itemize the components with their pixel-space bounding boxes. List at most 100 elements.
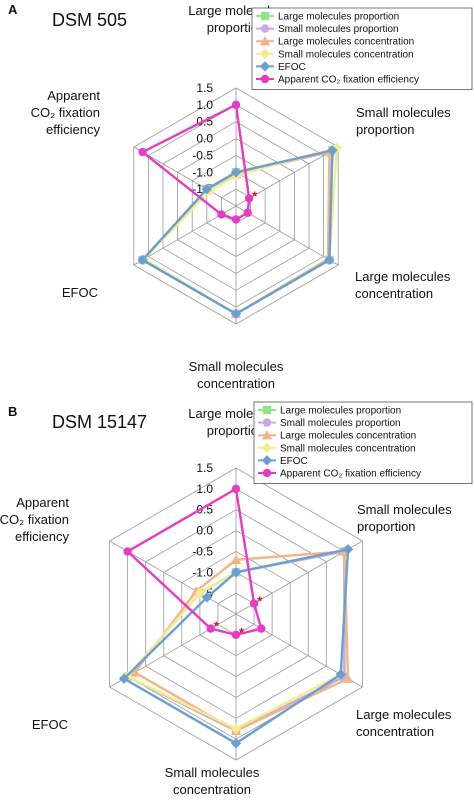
radar-panel-b: -1.5-1.0-0.50.00.51.01.5***Large molecul… [0,401,473,797]
legend-item: Large molecules proportion [256,12,399,23]
legend-item: EFOC [256,61,306,73]
series-5 [138,100,254,224]
axis-label: Apparent CO₂ fixation efficiency [31,88,101,137]
tick-label: 0.0 [196,524,213,538]
tick-label: 1.0 [196,482,213,496]
axis-label: Large molecules concentration [355,269,451,301]
data-point [230,554,242,564]
tick-label: -0.5 [192,148,213,162]
data-point [324,254,335,266]
axis-spoke [133,146,237,207]
legend-label: EFOC [280,456,308,467]
series-line [126,487,263,637]
legend-swatch-marker [262,468,272,478]
data-point [138,147,147,157]
radar-grid [109,467,363,761]
data-point [243,208,252,217]
tick-label: 0.5 [196,503,213,517]
data-point [231,100,241,110]
axis-label: Small molecules proportion [357,502,452,534]
legend-box [251,7,473,90]
data-point [194,587,206,599]
legend-label: Large molecules proportion [278,12,399,23]
legend-item: Large molecules concentration [256,36,414,48]
legend-label: Large molecules concentration [278,37,414,48]
series-4 [118,544,354,749]
legend-item: Small molecules proportion [258,418,401,429]
legend-label: Apparent CO₂ fixation efficiency [280,469,421,480]
tick-label: 1.5 [196,461,213,475]
legend-label: Small molecules concentration [280,443,416,454]
data-point [231,215,241,224]
data-point [230,167,242,178]
legend-swatch-marker [259,36,271,46]
legend-item: EFOC [258,455,308,467]
legend-swatch-marker [261,455,273,466]
legend-item: Small molecules concentration [258,442,416,454]
legend-item: Large molecules concentration [258,430,416,442]
data-point [244,194,254,203]
data-point [230,308,242,320]
legend-item: Small molecules concentration [256,48,414,60]
data-point [230,738,242,749]
axis-label: Small molecules proportion [356,105,451,137]
axis-label: Apparent CO₂ fixation efficiency [0,495,69,544]
data-point [327,145,338,156]
legend-item: Small molecules proportion [256,24,399,35]
data-point [118,673,130,684]
legend-swatch-marker [259,61,271,72]
tick-label: 1.0 [196,98,213,112]
legend-item: Apparent CO₂ fixation efficiency [256,75,419,86]
data-point [206,624,215,633]
data-point [129,667,141,677]
axis-label: Small molecules concentration [189,359,284,391]
tick-label: 1.5 [196,81,213,95]
legend-swatch-marker [260,74,270,84]
significance-asterisk: * [252,188,258,203]
legend-box [253,401,473,484]
chart-title: DSM 505 [52,10,127,30]
legend-label: Large molecules proportion [280,406,401,417]
legend-label: EFOC [278,62,306,73]
axis-label: Large molecules concentration [356,707,452,739]
data-point [342,544,354,555]
data-point [201,592,213,603]
data-point [230,567,242,578]
legend-label: Large molecules concentration [280,431,416,442]
legend-swatch-marker [261,442,273,453]
significance-asterisk: * [257,594,263,609]
significance-asterisk: * [239,625,245,640]
axis-spoke [235,205,339,266]
panel-letter: A [8,2,18,17]
data-point [231,630,241,640]
legend-swatch-marker [260,11,270,21]
axis-label: EFOC [62,285,98,300]
radar-panel-a: -1.5-1.0-0.50.00.51.01.5*Large molecules… [8,2,473,391]
legend-label: Small molecules concentration [278,49,414,60]
panel-letter: B [8,404,17,419]
legend-label: Small molecules proportion [280,418,401,429]
series-5 [123,484,266,640]
legend-label: Apparent CO₂ fixation efficiency [278,75,419,86]
data-point [249,599,259,608]
data-point [201,183,213,195]
significance-asterisk: * [214,619,220,634]
legend-label: Small molecules proportion [278,24,399,35]
legend-item: Apparent CO₂ fixation efficiency [258,469,421,480]
legend-swatch-marker [259,48,271,59]
data-point [230,723,242,734]
legend-item: Large molecules proportion [258,406,401,417]
legend-swatch-marker [262,405,272,415]
data-point [335,669,346,680]
tick-label: -1.0 [192,165,213,179]
radar-grid [133,87,339,325]
tick-label: 0.0 [196,132,213,146]
data-point [257,624,266,633]
tick-label: -0.5 [192,544,213,558]
legend-swatch-marker [261,430,273,440]
axis-label: Small molecules concentration [165,765,260,797]
data-point [342,673,354,683]
